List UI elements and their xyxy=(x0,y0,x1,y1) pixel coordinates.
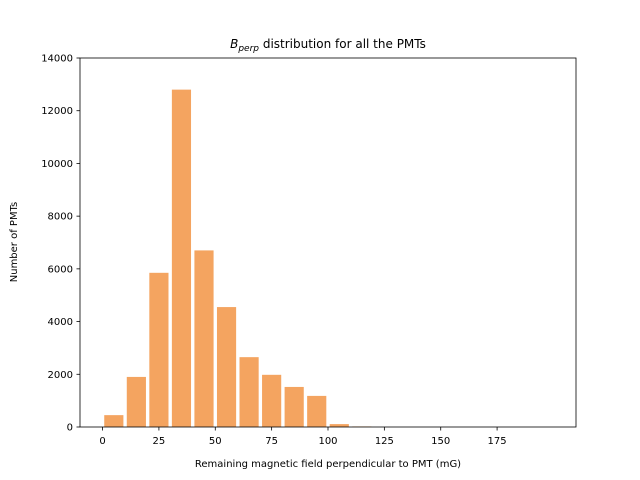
x-tick-label: 0 xyxy=(99,436,105,447)
histogram-bar xyxy=(216,307,237,427)
histogram-bar xyxy=(171,89,192,427)
y-tick-label: 12000 xyxy=(41,106,73,117)
x-tick-label: 175 xyxy=(488,436,507,447)
histogram-bar xyxy=(307,395,327,427)
y-tick-label: 2000 xyxy=(48,370,73,381)
y-axis-ticks: 0 2000 4000 6000 8000 10000 12000 14000 xyxy=(41,54,80,434)
x-tick-label: 100 xyxy=(318,436,337,447)
x-axis-label: Remaining magnetic field perpendicular t… xyxy=(195,459,461,470)
x-tick-label: 25 xyxy=(153,436,166,447)
y-tick-label: 8000 xyxy=(48,212,73,223)
y-axis-label: Number of PMTs xyxy=(9,202,20,283)
y-tick-label: 6000 xyxy=(48,264,73,275)
y-tick-label: 10000 xyxy=(41,159,73,170)
x-tick-label: 50 xyxy=(209,436,222,447)
bars-group xyxy=(104,89,372,427)
histogram-bar xyxy=(284,386,304,427)
histogram-bar xyxy=(149,272,169,427)
histogram-bar xyxy=(194,250,214,427)
chart-title: Bperp distribution for all the PMTs xyxy=(230,37,426,54)
x-tick-label: 75 xyxy=(265,436,278,447)
histogram-bar xyxy=(329,424,349,427)
x-tick-label: 125 xyxy=(375,436,394,447)
histogram-bar xyxy=(239,357,259,427)
x-tick-label: 150 xyxy=(431,436,450,447)
y-tick-label: 4000 xyxy=(48,317,73,328)
y-tick-label: 14000 xyxy=(41,54,73,65)
x-axis-ticks: 0 25 50 75 100 125 150 175 xyxy=(99,427,507,447)
histogram-bar xyxy=(126,376,146,427)
histogram-bar xyxy=(262,374,282,427)
plot-frame xyxy=(79,57,577,428)
histogram-bar xyxy=(104,415,124,427)
y-tick-label: 0 xyxy=(67,423,73,434)
